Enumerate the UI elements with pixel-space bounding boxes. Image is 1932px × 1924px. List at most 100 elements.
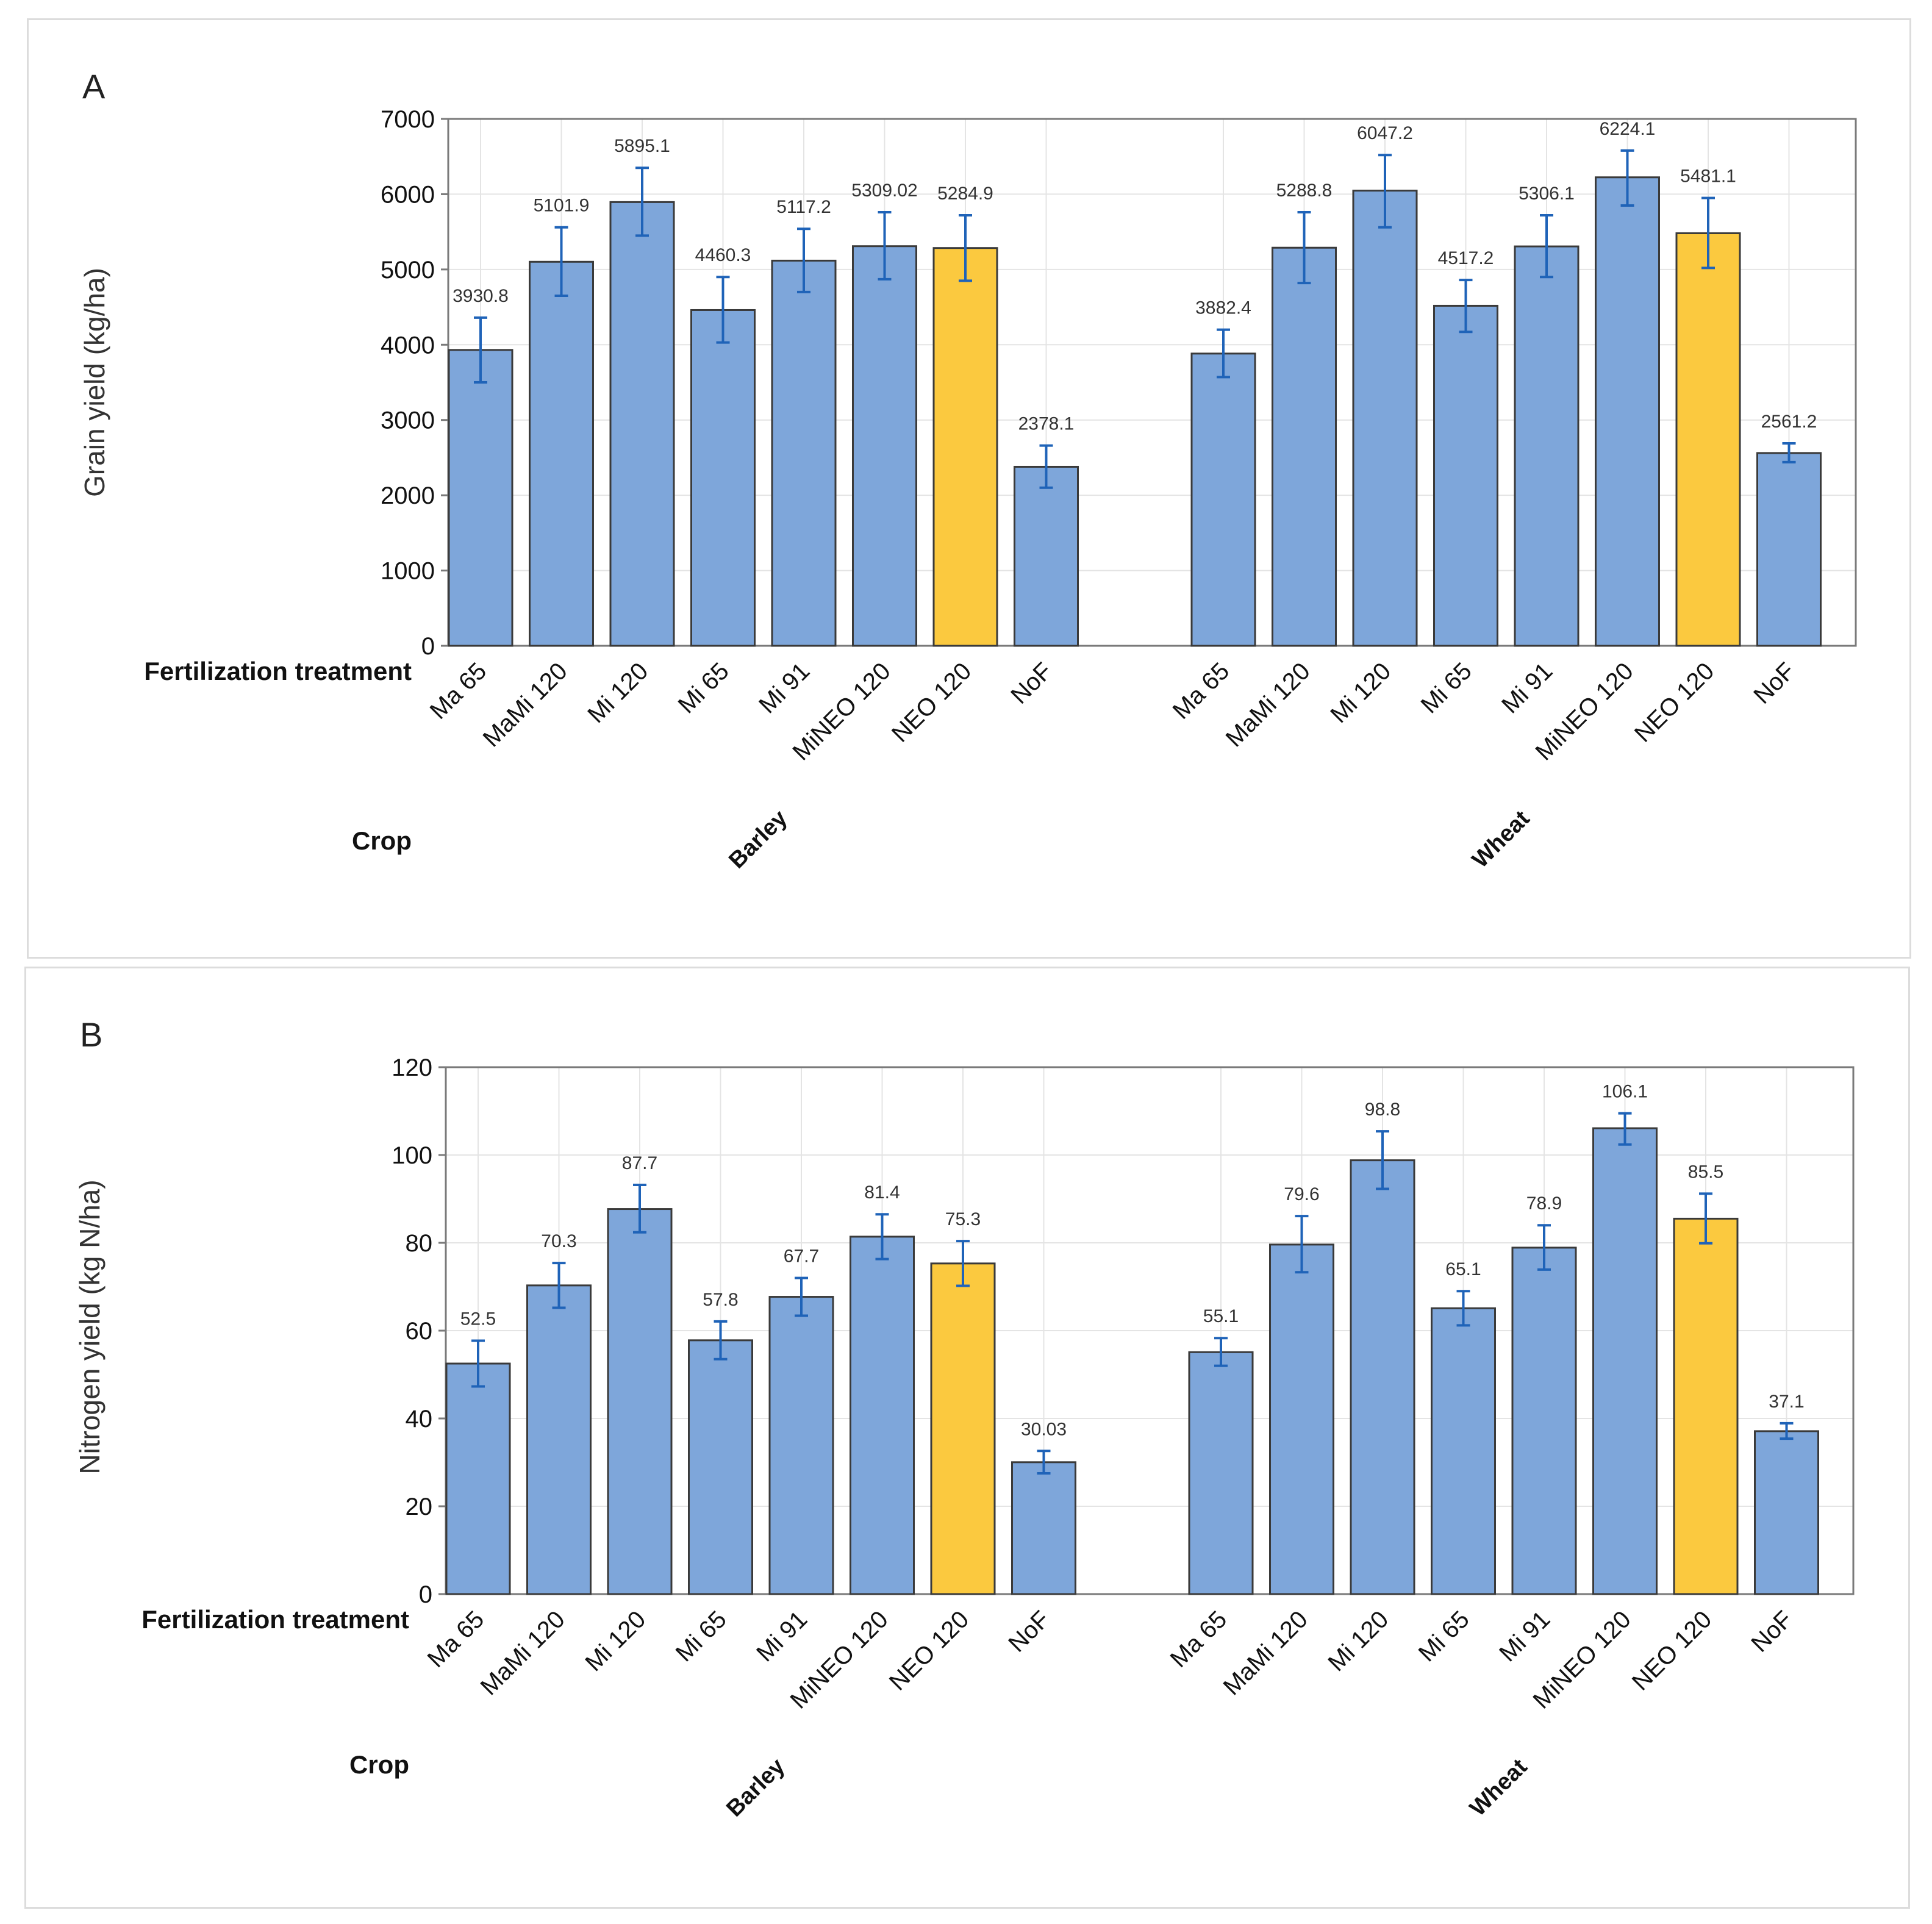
crop-group-label: Barley [724, 806, 792, 874]
category-label: Mi 65 [673, 657, 734, 718]
crop-group-label: Wheat [1465, 1754, 1533, 1822]
bar [1673, 1217, 1739, 1595]
category-label: Mi 120 [580, 1606, 651, 1676]
bar [1756, 452, 1822, 647]
category-label: Mi 120 [1325, 657, 1396, 728]
data-label: 98.8 [1365, 1100, 1400, 1120]
category-label: Ma 65 [1165, 1606, 1233, 1673]
bar [1350, 1159, 1415, 1595]
data-label: 5306.1 [1519, 184, 1575, 204]
data-label: 57.8 [703, 1290, 738, 1310]
category-label: Mi 65 [671, 1606, 732, 1667]
bar [526, 1284, 592, 1595]
bar [1754, 1430, 1819, 1595]
data-label: 78.9 [1526, 1193, 1562, 1214]
y-tick-label: 60 [406, 1318, 433, 1345]
grain-yield-chart: A Grain yield (kg/ha) 0 1000 2000 3000 4000 500… [79, 67, 1857, 874]
y-axis-title: Nitrogen yield (kg N/ha) [74, 1179, 106, 1474]
data-label: 30.03 [1021, 1419, 1067, 1439]
treatment-row-label: Fertilization treatment [144, 657, 412, 685]
bar [529, 260, 594, 647]
data-label: 2561.2 [1761, 412, 1817, 432]
category-label: MaMi 120 [476, 1606, 570, 1700]
bar [690, 309, 756, 647]
bar [1188, 1351, 1254, 1595]
bar [930, 1262, 996, 1595]
category-label: Mi 65 [1416, 657, 1477, 718]
data-label: 3930.8 [453, 286, 509, 306]
category-label: MaMi 120 [1221, 657, 1315, 752]
bar [1269, 1243, 1334, 1595]
category-label: Ma 65 [1168, 657, 1235, 724]
bar [1514, 245, 1580, 647]
bar [1352, 190, 1418, 647]
bar [1675, 232, 1741, 647]
data-label: 75.3 [945, 1209, 981, 1229]
y-tick-label: 1000 [381, 558, 435, 585]
y-tick-label: 20 [406, 1493, 433, 1520]
data-label: 85.5 [1688, 1162, 1723, 1182]
y-tick-label: 7000 [381, 106, 435, 133]
category-label: Mi 91 [754, 657, 815, 718]
y-tick-label: 3000 [381, 407, 435, 434]
panel-letter: A [82, 67, 106, 105]
bar [1014, 465, 1079, 647]
category-label: NEO 120 [884, 1606, 974, 1695]
data-label: 5895.1 [614, 136, 670, 156]
bar [1592, 1127, 1658, 1595]
crop-row-label: Crop [352, 826, 412, 855]
data-label: 52.5 [460, 1309, 496, 1329]
data-label: 5101.9 [534, 196, 590, 216]
category-label: Ma 65 [423, 1606, 490, 1673]
data-label: 87.7 [622, 1153, 657, 1173]
data-label: 5284.9 [937, 184, 993, 204]
data-label: 55.1 [1203, 1306, 1239, 1326]
y-tick-label: 100 [392, 1142, 432, 1169]
data-label: 4460.3 [695, 245, 751, 265]
category-label: NEO 120 [1630, 657, 1719, 747]
category-label: Mi 91 [751, 1606, 812, 1667]
y-tick-label: 40 [406, 1406, 433, 1432]
data-label: 6047.2 [1357, 123, 1413, 143]
crop-row-label: Crop [349, 1750, 409, 1779]
bar [609, 201, 675, 647]
data-label: 81.4 [864, 1182, 900, 1203]
bar [688, 1339, 753, 1595]
category-label: NoF [1003, 1606, 1055, 1658]
category-label: Ma 65 [425, 657, 492, 724]
category-label: Mi 65 [1414, 1606, 1475, 1667]
category-label: Mi 91 [1494, 1606, 1555, 1667]
y-tick-label: 0 [421, 633, 435, 660]
bar [1595, 176, 1660, 647]
chart-panel-a: A Grain yield (kg/ha) 0 1000 2000 3000 4000 500… [27, 18, 1911, 959]
category-label: NoF [1006, 657, 1057, 709]
data-label: 5288.8 [1276, 181, 1333, 201]
data-label: 37.1 [1769, 1392, 1804, 1412]
data-label: 4517.2 [1438, 248, 1494, 268]
bar [1190, 352, 1256, 647]
data-label: 65.1 [1445, 1259, 1481, 1279]
category-label: MaMi 120 [478, 657, 573, 752]
bar [1011, 1461, 1076, 1595]
bar [445, 1362, 511, 1595]
y-tick-label: 5000 [381, 257, 435, 284]
bar [1272, 246, 1337, 647]
category-label: Mi 120 [582, 657, 653, 728]
panel-letter: B [80, 1015, 102, 1054]
y-tick-label: 0 [419, 1581, 432, 1608]
category-label: Mi 120 [1323, 1606, 1394, 1676]
y-axis-title: Grain yield (kg/ha) [79, 268, 110, 497]
bar [1431, 1307, 1496, 1595]
bar [932, 247, 998, 647]
data-label: 67.7 [784, 1246, 819, 1267]
category-label: Mi 91 [1497, 657, 1558, 718]
bar [448, 349, 513, 647]
data-label: 3882.4 [1195, 298, 1251, 318]
y-tick-label: 120 [392, 1054, 432, 1081]
category-label: NoF [1748, 657, 1800, 709]
data-label: 79.6 [1284, 1184, 1319, 1204]
y-tick-label: 6000 [381, 181, 435, 208]
category-label: NEO 120 [887, 657, 976, 747]
y-tick-label: 2000 [381, 482, 435, 509]
bar [607, 1208, 673, 1595]
